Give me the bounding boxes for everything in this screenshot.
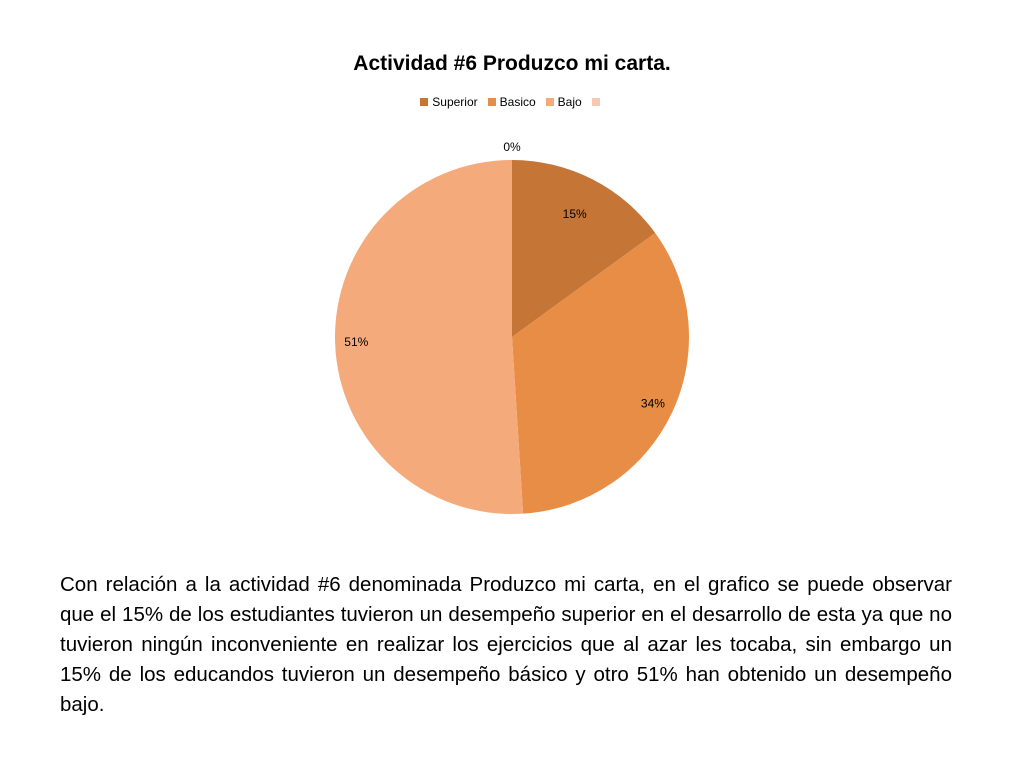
data-label-superior: 15% bbox=[563, 207, 587, 221]
legend-item-bajo: Bajo bbox=[545, 95, 582, 109]
legend-label-bajo: Bajo bbox=[557, 95, 582, 109]
pie-slice-bajo bbox=[335, 160, 524, 514]
legend-item-empty bbox=[591, 95, 604, 109]
legend-item-superior: Superior bbox=[420, 95, 478, 109]
data-label-basico: 34% bbox=[641, 396, 665, 410]
data-label-empty: 0% bbox=[503, 140, 521, 154]
chart-title: Actividad #6 Produzco mi carta. bbox=[353, 52, 671, 75]
legend-label-basico: Basico bbox=[499, 95, 536, 109]
legend-swatch-basico bbox=[487, 98, 496, 106]
data-label-bajo: 51% bbox=[344, 335, 368, 349]
pie-slice-basico bbox=[512, 232, 689, 514]
pie-chart: 15% 34% 51% 0% bbox=[335, 140, 689, 514]
chart-legend: Superior Basico Bajo bbox=[0, 95, 1024, 109]
legend-swatch-superior bbox=[420, 98, 429, 106]
legend-item-basico: Basico bbox=[487, 95, 536, 109]
legend-swatch-bajo bbox=[545, 98, 554, 106]
legend-swatch-empty bbox=[591, 98, 600, 106]
legend-label-superior: Superior bbox=[432, 95, 478, 109]
chart-description: Con relación a la actividad #6 denominad… bbox=[60, 573, 952, 716]
pie-slice-superior bbox=[512, 160, 656, 337]
